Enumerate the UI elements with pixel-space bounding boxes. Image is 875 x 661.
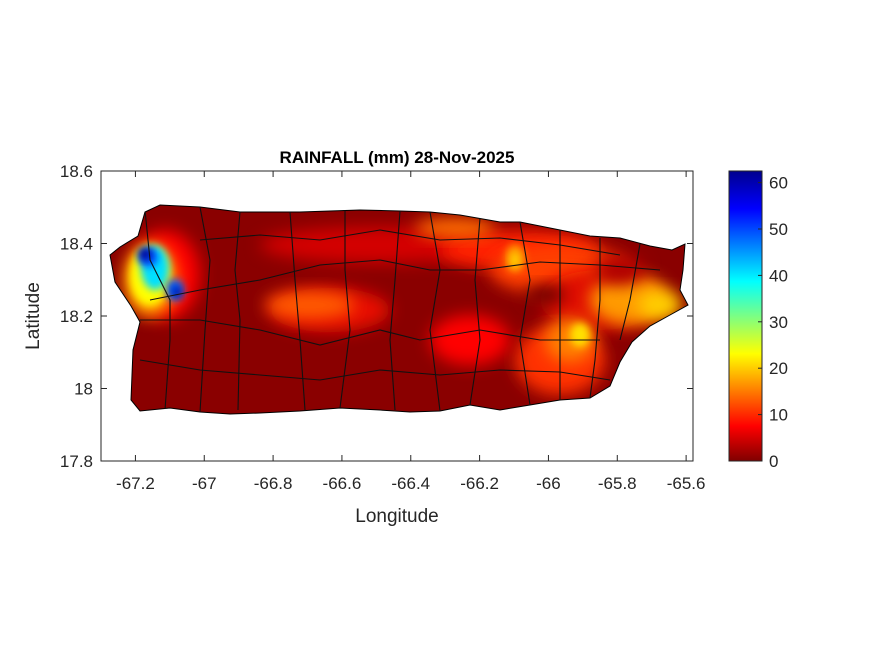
colorbar-tick-label: 40 <box>769 266 788 285</box>
municipality-border-6 <box>389 210 401 411</box>
rainfall-contour-2 <box>265 291 355 319</box>
rainfall-contour-22 <box>139 248 151 260</box>
rainfall-contour-4 <box>415 218 495 238</box>
colorbar-tick-label: 0 <box>769 452 778 471</box>
y-tick-label: 18.6 <box>60 162 93 181</box>
colorbar-tick-label: 20 <box>769 359 788 378</box>
rainfall-contour-16 <box>525 285 565 305</box>
x-tick-label: -66.2 <box>460 474 499 493</box>
rainfall-contour-8 <box>638 291 682 319</box>
municipality-border-2 <box>199 206 211 413</box>
y-axis-label: Latitude <box>23 282 44 350</box>
y-tick-label: 18 <box>74 380 93 399</box>
municipality-boundaries <box>139 206 661 413</box>
colorbar-ticks: 0 10 20 30 40 50 60 <box>758 174 788 471</box>
y-tick-label: 18.4 <box>60 235 93 254</box>
rainfall-contour-13 <box>510 252 520 268</box>
y-tick-label: 17.8 <box>60 452 93 471</box>
municipality-border-14 <box>139 359 611 381</box>
municipality-border-12 <box>619 243 641 341</box>
colorbar-tick-label: 60 <box>769 174 788 193</box>
rainfall-contour-11 <box>570 323 590 347</box>
municipality-border-15 <box>199 229 621 256</box>
x-tick-label: -66.6 <box>323 474 362 493</box>
x-axis-ticks: -67.2 -67 -66.8 -66.6 -66.4 -66.2 -66 -65.8 -65.… <box>116 171 705 493</box>
rainfall-contour-14 <box>430 315 510 365</box>
colorbar-tick-label: 30 <box>769 313 788 332</box>
municipality-border-3 <box>234 211 241 411</box>
x-tick-label: -65.8 <box>598 474 637 493</box>
municipality-border-13 <box>149 259 661 301</box>
colorbar-tick-label: 10 <box>769 406 788 425</box>
y-axis-ticks: 17.8 18 18.2 18.4 18.6 <box>60 162 693 471</box>
x-tick-label: -66.8 <box>254 474 293 493</box>
x-tick-label: -65.6 <box>667 474 706 493</box>
x-axis-label: Longitude <box>355 506 438 527</box>
municipality-border-1 <box>144 209 171 411</box>
municipality-border-5 <box>339 210 351 409</box>
chart-title: RAINFALL (mm) 28-Nov-2025 <box>280 148 515 167</box>
x-tick-label: -67.2 <box>116 474 155 493</box>
x-tick-label: -67 <box>192 474 217 493</box>
x-tick-label: -66.4 <box>391 474 430 493</box>
municipality-border-4 <box>289 211 306 411</box>
municipality-border-7 <box>429 211 441 412</box>
rainfall-contour-15 <box>595 255 645 285</box>
colorbar <box>728 170 763 462</box>
x-tick-label: -66 <box>536 474 561 493</box>
municipality-border-9 <box>519 221 531 406</box>
colorbar-tick-label: 50 <box>769 220 788 239</box>
y-tick-label: 18.2 <box>60 307 93 326</box>
municipality-border-11 <box>589 238 601 399</box>
